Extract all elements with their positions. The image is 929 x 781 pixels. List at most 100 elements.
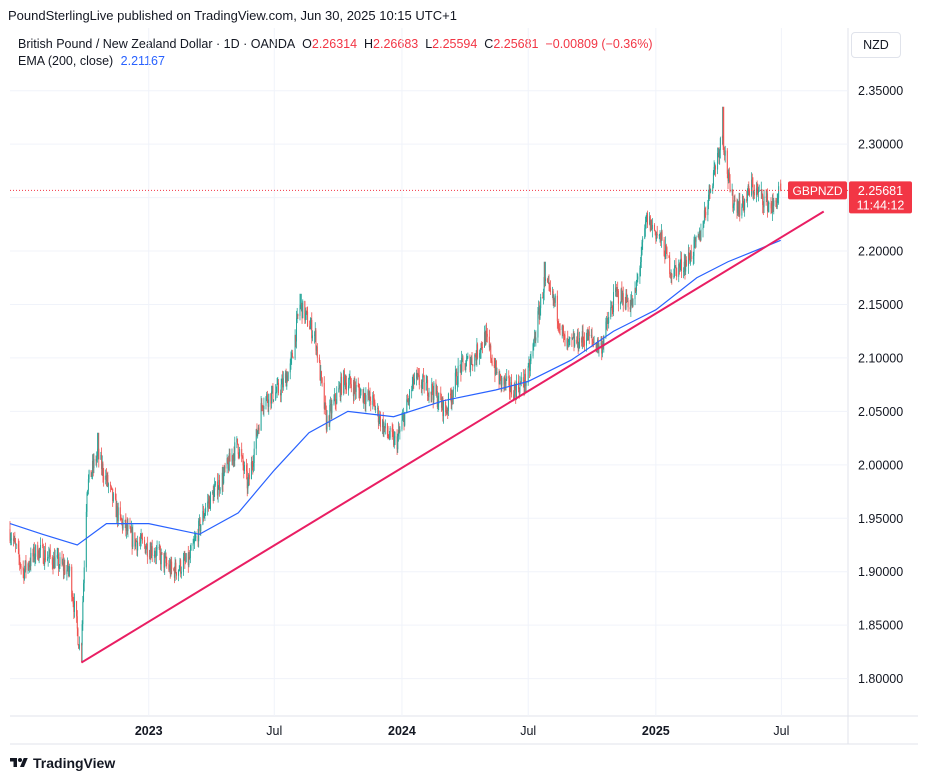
candle — [456, 368, 458, 386]
candle-body — [97, 448, 99, 451]
footer[interactable]: TradingView — [10, 755, 115, 771]
currency-button[interactable]: NZD — [851, 32, 901, 58]
candle — [345, 374, 347, 390]
candle — [357, 377, 359, 388]
candle — [184, 550, 186, 569]
candle — [765, 188, 767, 206]
candle-body — [484, 332, 486, 345]
candle — [323, 376, 325, 415]
candle — [277, 376, 279, 385]
candle-body — [69, 566, 71, 571]
candle — [778, 181, 780, 205]
candle-body — [30, 552, 32, 567]
candle-body — [33, 547, 35, 557]
candle — [515, 374, 517, 401]
candle-body — [325, 402, 327, 410]
candle-body — [354, 382, 356, 388]
candle — [437, 395, 439, 412]
candle-body — [309, 325, 311, 329]
candle — [170, 556, 172, 577]
candle-body — [588, 331, 590, 337]
candle-body — [43, 563, 45, 565]
candle — [549, 282, 551, 292]
candle-body — [741, 206, 743, 216]
candle-body — [318, 357, 320, 363]
candle — [296, 310, 298, 349]
candle-body — [91, 472, 93, 477]
candle-body — [82, 601, 84, 625]
candle — [625, 289, 627, 311]
candle — [243, 460, 245, 479]
candle — [522, 369, 524, 388]
candle-body — [92, 460, 94, 469]
candle — [663, 237, 665, 257]
candle — [359, 387, 361, 399]
candle — [311, 312, 313, 344]
candle — [738, 192, 740, 217]
candle — [43, 558, 45, 567]
candle — [91, 472, 93, 479]
candle — [762, 193, 764, 214]
candle — [435, 379, 437, 396]
candle-body — [474, 354, 476, 357]
candle-body — [442, 397, 444, 417]
candle-body — [296, 318, 298, 342]
candle-body — [705, 211, 707, 216]
candle-body — [78, 644, 80, 649]
candle — [285, 368, 287, 387]
candle — [722, 106, 724, 150]
candle — [422, 368, 424, 378]
candle-body — [13, 537, 15, 541]
candle-body — [290, 357, 292, 364]
candle — [151, 539, 153, 563]
candle — [63, 557, 65, 579]
candle — [37, 541, 39, 561]
candle — [42, 543, 44, 565]
candle-body — [369, 391, 371, 401]
candle — [622, 286, 624, 312]
candle-body — [729, 180, 731, 192]
candle-body — [159, 547, 161, 553]
open-value: 2.26314 — [311, 37, 358, 51]
candle-body — [630, 302, 632, 310]
candle — [173, 567, 175, 572]
symbol-legend-row[interactable]: British Pound / New Zealand Dollar · 1D … — [18, 36, 652, 53]
price-tick-label: 2.30000 — [858, 138, 903, 152]
candle — [112, 488, 114, 507]
candle — [431, 377, 433, 403]
candle — [268, 393, 270, 415]
ema-legend-row[interactable]: EMA (200, close) 2.21167 — [18, 53, 652, 70]
candle-body — [141, 538, 143, 541]
candle — [236, 436, 238, 449]
candle — [106, 472, 108, 488]
candle-body — [742, 195, 744, 204]
candle-body — [54, 557, 56, 569]
candle-body — [605, 321, 607, 337]
candle — [548, 274, 550, 292]
candle — [319, 360, 321, 381]
candle-body — [611, 307, 613, 311]
candle — [470, 355, 472, 365]
candle — [610, 301, 612, 308]
candle — [367, 389, 369, 402]
candle — [345, 375, 347, 394]
candle — [471, 352, 473, 366]
candle-body — [241, 449, 243, 457]
candle-body — [32, 552, 34, 557]
candle-body — [394, 436, 396, 438]
candle — [341, 373, 343, 396]
price-tick-label: 1.95000 — [858, 512, 903, 526]
candle-body — [255, 429, 257, 449]
candle-body — [603, 336, 605, 346]
price-tick-label: 2.10000 — [858, 351, 903, 365]
candle-body — [650, 220, 652, 231]
candle-body — [621, 289, 623, 300]
candle-body — [417, 374, 419, 376]
candle-body — [95, 459, 97, 462]
candle-body — [760, 189, 762, 191]
candle — [525, 380, 527, 392]
candle — [363, 387, 365, 409]
candle-body — [713, 166, 715, 173]
candle-body — [187, 553, 189, 566]
